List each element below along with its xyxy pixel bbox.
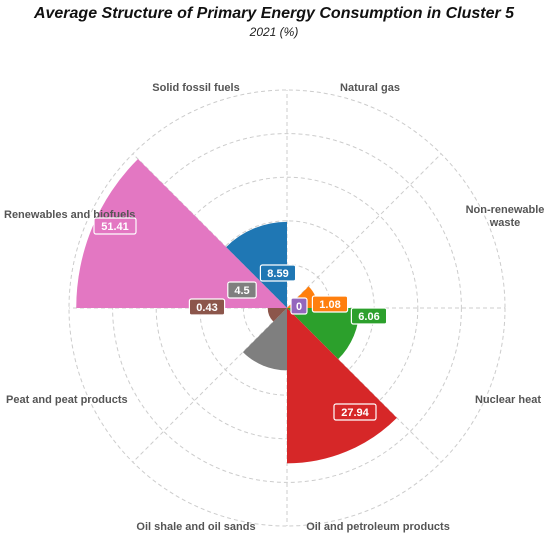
chart-title: Average Structure of Primary Energy Cons… [33, 5, 515, 22]
bar-7 [267, 308, 287, 322]
value-label-box-7 [188, 298, 226, 316]
value-label-text-6: 4.5 [234, 285, 249, 297]
value-label-text-1: 8.59 [267, 268, 288, 280]
value-labels: 8.59 0 1.08 6.06 27.94 4.5 0.43 51.41 [93, 217, 388, 421]
value-label-box-3 [311, 295, 349, 313]
value-label-text-3: 1.08 [319, 299, 340, 311]
bar-6 [242, 308, 287, 371]
category-label-2: Natural gas [340, 82, 400, 94]
category-label-5: Oil and petroleum products [306, 521, 450, 533]
bar-4 [287, 308, 360, 360]
value-label-6: 4.5 [227, 281, 257, 299]
value-label-box-8 [93, 217, 137, 235]
category-label-6: Oil shale and oil sands [136, 521, 255, 533]
bar-8 [76, 158, 287, 308]
value-label-text-8: 51.41 [101, 221, 129, 233]
polar-bars [76, 158, 397, 464]
value-label-box-1 [259, 264, 297, 282]
category-label-4: Nuclear heat [475, 394, 541, 406]
grid-spoke-2 [286, 153, 442, 309]
value-label-text-2: 0 [296, 301, 302, 313]
value-label-8: 51.41 [93, 217, 137, 235]
value-label-box-4 [350, 307, 388, 325]
bar-5 [287, 308, 397, 464]
value-label-4: 6.06 [350, 307, 388, 325]
category-label-7: Peat and peat products [6, 394, 128, 406]
value-label-2: 0 [290, 297, 308, 315]
value-label-3: 1.08 [311, 295, 349, 313]
value-label-box-5 [333, 403, 377, 421]
bar-1 [226, 221, 287, 308]
category-labels: Solid fossil fuels Natural gas Non-renewab… [4, 82, 544, 533]
value-label-5: 27.94 [333, 403, 377, 421]
chart-subtitle: 2021 (%) [249, 25, 299, 39]
value-label-text-7: 0.43 [196, 302, 217, 314]
value-label-7: 0.43 [188, 298, 226, 316]
value-label-1: 8.59 [259, 264, 297, 282]
value-label-text-5: 27.94 [341, 407, 369, 419]
value-label-box-2 [290, 297, 308, 315]
value-label-text-4: 6.06 [358, 311, 379, 323]
category-label-1: Solid fossil fuels [152, 82, 239, 94]
value-label-box-6 [227, 281, 257, 299]
category-label-3: Non-renewable waste [466, 204, 545, 229]
